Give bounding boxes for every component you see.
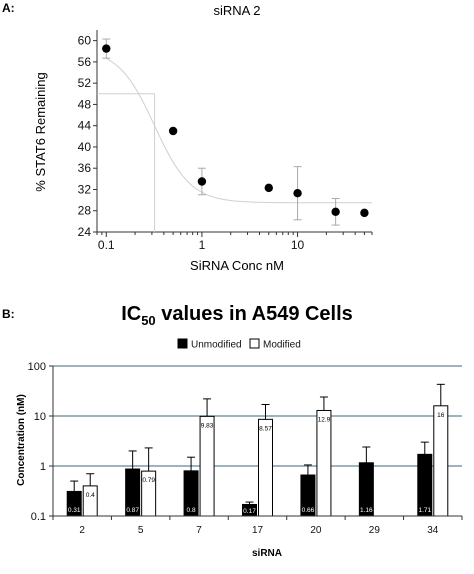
data-point [102,44,111,53]
y-tick-label: 100 [28,361,46,373]
y-tick-label: 44 [78,119,92,133]
value-label: 0.4 [86,492,95,499]
x-tick-label: 20 [310,525,322,536]
data-point [331,207,340,216]
x-tick-label: 10 [291,238,305,252]
value-label: 16 [437,412,445,419]
data-point [293,188,302,198]
y-tick-label: 60 [78,34,92,48]
y-tick-label: 28 [78,204,92,218]
y-tick-label: 56 [78,55,92,69]
chart-b-x-axis-label: siRNA [252,548,282,559]
fit-curve [106,58,372,204]
chart-b-y-axis-label: Concentration (nM) [16,394,27,486]
value-label: 0.66 [302,507,315,514]
y-tick-label: 1 [40,461,46,473]
bar [433,405,449,517]
bar [82,485,98,517]
value-label: 0.31 [68,507,81,514]
bar [258,418,273,517]
value-label: 8.57 [259,425,272,432]
chart-a-y-axis-label: % STAT6 Remaining [33,72,48,191]
y-tick-label: 0.1 [31,511,46,523]
chart-b-title-rest: values in A549 Cells [156,303,353,325]
dose-response-chart: siRNA 2 % STAT6 Remaining SiRNA Conc nM … [33,3,373,273]
value-label: 0.17 [243,508,256,515]
value-label: 1.16 [360,507,373,514]
panel-b-label: B: [2,307,15,321]
chart-b-gridlines [53,365,462,467]
data-point [197,177,207,186]
chart-b-title-main: IC [121,303,141,325]
chart-a-points [102,38,369,226]
chart-a-fit-curve [97,58,372,232]
ic50-bar-chart: IC50 values in A549 Cells Unmodified Modi… [16,303,463,559]
legend-swatch [177,338,188,349]
value-label: 9.83 [201,422,214,429]
x-tick-label: 34 [427,525,439,536]
legend-label: Unmodified [191,340,242,351]
y-tick-label: 40 [78,140,92,154]
data-point [168,126,178,136]
x-tick-label: 17 [252,525,264,536]
bar [316,409,332,517]
y-tick-label: 48 [78,97,92,111]
chart-b-bars: 0.31 0.4 0.87 0.79 0.8 9.83 0.17 8.57 0.66 12.9 1.… [66,383,449,517]
value-label: 0.87 [126,507,139,514]
chart-b-ticks: 0.1 1 10 100 2 5 7 17 20 29 34 [28,361,463,536]
bar [199,415,215,517]
y-tick-label: 32 [78,182,92,196]
chart-a-x-axis-label: SiRNA Conc nM [190,258,284,273]
panel-a-label: A: [2,1,15,15]
legend-swatch [249,338,260,349]
y-tick-label: 36 [78,161,92,175]
x-tick-label: 29 [369,525,381,536]
data-point [360,208,369,218]
chart-b-axes [52,366,462,517]
y-tick-label: 24 [78,225,92,239]
y-tick-label: 10 [34,411,46,423]
value-label: 1.71 [418,507,431,514]
x-tick-label: 1 [199,238,206,252]
chart-a-title: siRNA 2 [214,3,261,18]
value-label: 0.8 [187,507,196,514]
legend-label: Modified [263,340,301,351]
chart-b-title-subscript: 50 [141,313,155,328]
data-point [264,183,273,193]
x-tick-label: 7 [196,525,202,536]
value-label: 12.9 [318,416,331,423]
chart-a-axes [96,30,372,233]
chart-b-title: IC50 values in A549 Cells [121,303,353,328]
chart-b-legend: Unmodified Modified [177,338,301,351]
chart-a-ticks: 24 28 32 36 40 44 48 52 56 60 0.1 1 10 [78,34,373,252]
x-tick-label: 2 [79,525,85,536]
value-label: 0.79 [142,477,155,484]
y-tick-label: 52 [78,76,92,90]
x-tick-label: 5 [138,525,144,536]
x-tick-label: 0.1 [98,238,115,252]
